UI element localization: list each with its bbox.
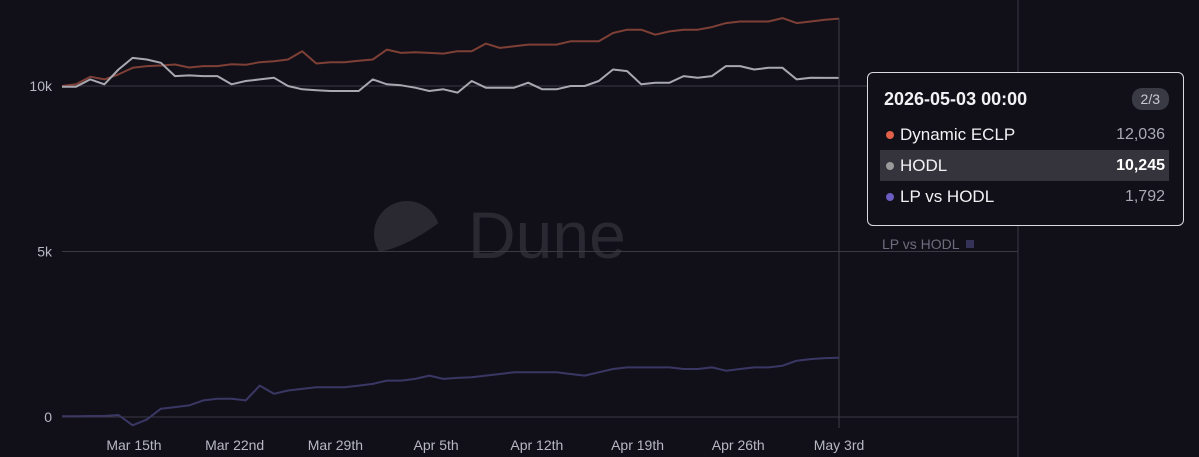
x-tick-label: Mar 22nd xyxy=(205,437,264,453)
series-dot-icon xyxy=(886,192,894,201)
x-tick-label: Apr 19th xyxy=(611,437,664,453)
dune-logo-cut xyxy=(378,222,441,268)
y-tick-label: 5k xyxy=(37,244,53,260)
tooltip-row-dynamic-eclp: Dynamic ECLP 12,036 xyxy=(880,119,1169,150)
series-lines xyxy=(61,17,840,427)
series-line-dynamic-eclp xyxy=(61,17,840,87)
x-tick-label: Mar 15th xyxy=(106,437,161,453)
x-tick-label: Mar 29th xyxy=(308,437,363,453)
tooltip-series-name: LP vs HODL xyxy=(900,186,995,206)
tooltip-row-hodl: HODL 10,245 xyxy=(880,150,1169,181)
x-tick-label: Apr 26th xyxy=(712,437,765,453)
y-tick-label: 0 xyxy=(44,409,52,425)
tooltip-series-value: 1,792 xyxy=(1124,187,1165,205)
x-axis-ticks: Mar 15th Mar 22nd Mar 29th Apr 5th Apr 12th A… xyxy=(106,437,864,453)
series-dot-icon xyxy=(886,130,894,139)
x-tick-label: Apr 5th xyxy=(414,437,459,453)
grid-lines xyxy=(62,85,1018,418)
watermark-text: Dune xyxy=(468,198,626,272)
tooltip-series-name: HODL xyxy=(900,155,948,175)
tooltip-row-name: HODL xyxy=(886,156,947,176)
series-line-lp-vs-hodl xyxy=(62,356,840,427)
legend-ghost-label: LP vs HODL xyxy=(882,236,960,252)
tooltip-series-value: 12,036 xyxy=(1116,125,1165,143)
tooltip-row-lp-vs-hodl: LP vs HODL 1,792 xyxy=(880,181,1169,212)
series-line-hodl xyxy=(62,56,839,94)
tooltip-series-name: Dynamic ECLP xyxy=(900,124,1016,144)
x-tick-label: May 3rd xyxy=(814,437,865,453)
tooltip-header: 2026-05-03 00:00 2/3 xyxy=(880,87,1169,111)
series-dot-icon xyxy=(886,161,894,170)
tooltip-series-value: 10,245 xyxy=(1116,156,1165,174)
legend-ghost-swatch xyxy=(965,240,974,248)
tooltip-date: 2026-05-03 00:00 xyxy=(884,88,1028,109)
x-tick-label: Apr 12th xyxy=(510,437,563,453)
y-tick-label: 10k xyxy=(29,78,53,94)
tooltip-row-name: LP vs HODL xyxy=(886,187,994,207)
dune-watermark: Dune xyxy=(374,198,626,272)
legend-ghost: LP vs HODL xyxy=(882,236,974,252)
tooltip-page-badge[interactable]: 2/3 xyxy=(1131,88,1169,110)
tooltip: 2026-05-03 00:00 2/3 Dynamic ECLP 12,036… xyxy=(867,72,1184,226)
tooltip-row-name: Dynamic ECLP xyxy=(886,125,1015,145)
y-axis-ticks: 0 5k 10k xyxy=(29,78,53,425)
